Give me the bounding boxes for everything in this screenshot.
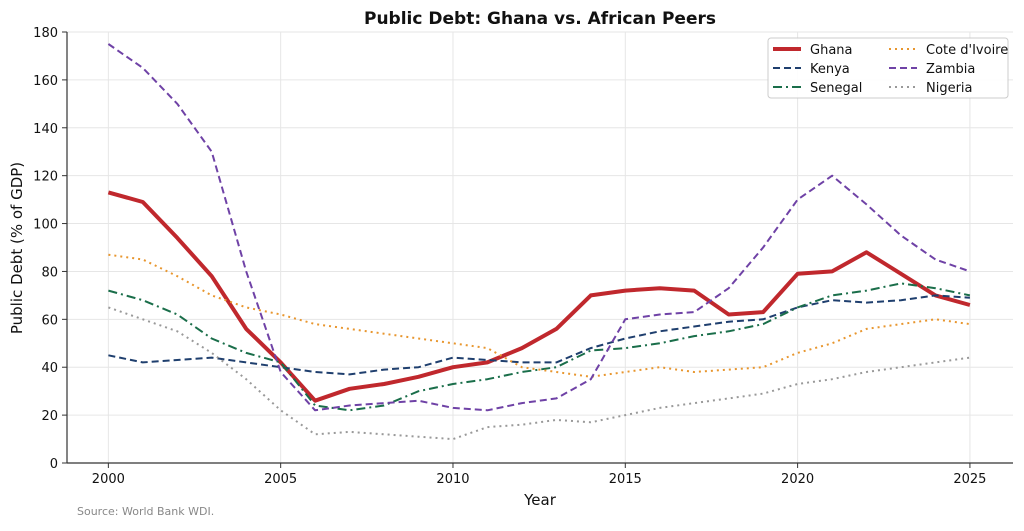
- series-line-senegal: [108, 282, 971, 412]
- y-tick-label: 120: [33, 170, 58, 185]
- legend-label: Zambia: [926, 62, 975, 77]
- x-tick-label: 2010: [436, 472, 469, 487]
- legend-label: Kenya: [810, 62, 850, 77]
- x-tick-label: 2000: [92, 472, 125, 487]
- y-tick-label: 80: [41, 265, 58, 280]
- series-line-nigeria: [108, 306, 971, 441]
- y-tick-label: 0: [50, 457, 58, 472]
- legend-label: Ghana: [810, 43, 853, 58]
- series-line-kenya: [108, 294, 970, 376]
- y-tick-label: 60: [41, 313, 58, 328]
- legend-label: Cote d'Ivoire: [926, 43, 1008, 58]
- legend-label: Nigeria: [926, 81, 973, 96]
- y-tick-label: 100: [33, 218, 58, 233]
- series-lines: [107, 43, 971, 441]
- series-line-cotedivoire: [108, 253, 971, 378]
- chart-title: Public Debt: Ghana vs. African Peers: [364, 9, 716, 29]
- legend-label: Senegal: [810, 81, 862, 96]
- y-tick-label: 40: [41, 361, 58, 376]
- series-line-ghana: [107, 190, 971, 403]
- x-tick-label: 2015: [609, 472, 642, 487]
- legend: Ghana Kenya Senegal Cote d'Ivoire Zambia Nige…: [767, 37, 1009, 99]
- x-tick-label: 2005: [264, 472, 297, 487]
- source-note: Source: World Bank WDI.: [77, 505, 214, 518]
- x-tick-label: 2020: [781, 472, 814, 487]
- y-tick-label: 140: [33, 122, 58, 137]
- x-axis-label: Year: [523, 491, 557, 509]
- axes: 2000 2005 2010 2015 2020 2025 0 20 40 60 80 100 120 1…: [33, 26, 1013, 487]
- y-axis-label: Public Debt (% of GDP): [8, 162, 26, 334]
- y-tick-label: 180: [33, 26, 58, 41]
- legend-box: [767, 37, 1009, 99]
- grid: [67, 31, 1013, 464]
- y-tick-label: 20: [41, 409, 58, 424]
- x-tick-label: 2025: [953, 472, 986, 487]
- y-tick-label: 160: [33, 74, 58, 89]
- series-line-zambia: [107, 43, 971, 412]
